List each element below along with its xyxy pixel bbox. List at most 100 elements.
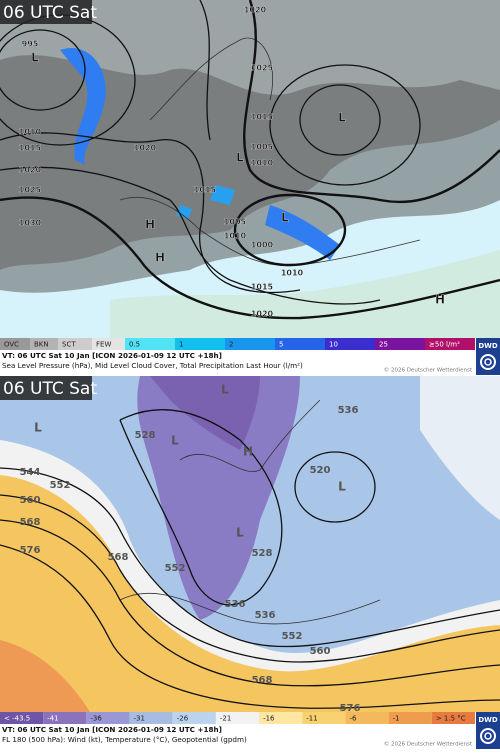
legend-label: -36	[90, 715, 102, 723]
height-contour	[294, 451, 376, 523]
map-label: 1010	[19, 128, 42, 137]
map-label: 1030	[19, 219, 42, 228]
height-contour	[0, 519, 500, 687]
temperature-field	[0, 640, 90, 712]
map-label: 1005	[251, 143, 274, 152]
legend-label: OVC	[4, 341, 19, 349]
legend-label: 1	[179, 341, 183, 349]
temperature-field	[150, 376, 260, 450]
temperature-field	[0, 475, 500, 712]
precipitation	[176, 185, 235, 219]
map-label: 1010	[224, 232, 247, 241]
map-label: L	[281, 211, 289, 225]
legend-swatch	[431, 712, 475, 724]
coastline	[119, 399, 381, 625]
map-label: 1020	[19, 166, 42, 175]
map-label: 1010	[251, 159, 274, 168]
map-label: 568	[252, 675, 273, 686]
isobar	[299, 84, 381, 156]
time-label-box	[0, 0, 92, 24]
logo-swirl	[480, 354, 496, 370]
map-label: 1010	[281, 269, 304, 278]
map-label: H	[155, 251, 165, 265]
land	[110, 250, 500, 338]
caption: VT: 06 UTC Sat 10 Jan [ICON 2026-01-09 1…	[2, 351, 222, 360]
legend-label: SCT	[62, 341, 76, 349]
map-label: 1005	[224, 218, 247, 227]
map-label: 544	[20, 467, 41, 478]
legend-swatch	[92, 338, 125, 350]
legend-label: -21	[220, 715, 231, 723]
map-label: 560	[310, 646, 331, 657]
legend-swatch	[425, 338, 475, 350]
isobar	[0, 132, 301, 294]
map-label: 1015	[251, 283, 274, 292]
map-label: 1020	[244, 6, 267, 15]
legend-swatch	[125, 338, 175, 350]
map-label: 536	[338, 405, 359, 416]
height-contour	[0, 494, 500, 663]
map-label: 1025	[251, 64, 274, 73]
legend-label: -31	[134, 715, 145, 723]
map-label: 528	[135, 430, 156, 441]
isobar	[0, 29, 86, 111]
legend-swatch	[325, 338, 375, 350]
map-label: 552	[282, 631, 303, 642]
legend-swatch	[345, 712, 389, 724]
map-label: L	[236, 151, 244, 165]
time-label: 06 UTC Sat	[3, 379, 97, 399]
map-label: 1025	[19, 186, 42, 195]
legend-label: 25	[379, 341, 388, 349]
map-label: L	[34, 421, 42, 435]
legend-label: -26	[177, 715, 189, 723]
map-label: L	[221, 383, 229, 397]
map-label: 568	[108, 552, 129, 563]
isobar	[269, 64, 421, 186]
coastline	[119, 37, 421, 267]
caption: FL 180 (500 hPa): Wind (kt), Temperature…	[2, 735, 247, 744]
legend-swatch	[275, 338, 325, 350]
map-label: 560	[20, 495, 41, 506]
legend-label: 10	[329, 341, 338, 349]
time-label-box	[0, 376, 92, 400]
legend-swatch	[86, 712, 130, 724]
map-label: H	[145, 218, 155, 232]
legend-swatch	[175, 338, 225, 350]
logo-swirl	[484, 358, 492, 366]
map-label: 1020	[134, 144, 157, 153]
caption-bg	[0, 724, 475, 749]
legend-label: -6	[349, 715, 357, 723]
caption-bg	[0, 350, 475, 375]
legend-label: < -43.5	[4, 715, 30, 723]
map-label: 552	[165, 563, 186, 574]
map-label: 1020	[251, 310, 274, 319]
height-contour	[0, 544, 500, 709]
map-label: 568	[20, 517, 41, 528]
logo-swirl	[484, 732, 492, 740]
caption: Sea Level Pressure (hPa), Mid Level Clou…	[2, 361, 303, 370]
time-label: 06 UTC Sat	[3, 3, 97, 23]
logo-swirl	[480, 728, 496, 744]
precipitation	[265, 205, 340, 260]
legend-swatch	[172, 712, 216, 724]
legend-swatch	[129, 712, 173, 724]
legend-label: 5	[279, 341, 283, 349]
legend-swatch	[302, 712, 346, 724]
map-label: 1015	[194, 186, 217, 195]
copyright: © 2026 Deutscher Wetterdienst	[384, 367, 473, 374]
caption: VT: 06 UTC Sat 10 Jan [ICON 2026-01-09 1…	[2, 725, 222, 734]
map-label: L	[171, 434, 179, 448]
legend-label: > 1.5 °C	[436, 715, 466, 723]
map-label: 1000	[251, 241, 274, 250]
map-label: L	[31, 51, 39, 65]
legend-label: -41	[47, 715, 58, 723]
map-label: 995	[22, 40, 39, 49]
legend-label: 0.5	[129, 341, 140, 349]
map-label: 536	[225, 599, 246, 610]
legend-label: -11	[306, 715, 317, 723]
legend-label: 2	[229, 341, 233, 349]
legend-swatch	[375, 338, 425, 350]
legend-swatch	[388, 712, 432, 724]
height-contour	[0, 467, 500, 648]
legend-label: ≥50 l/m²	[429, 341, 460, 349]
